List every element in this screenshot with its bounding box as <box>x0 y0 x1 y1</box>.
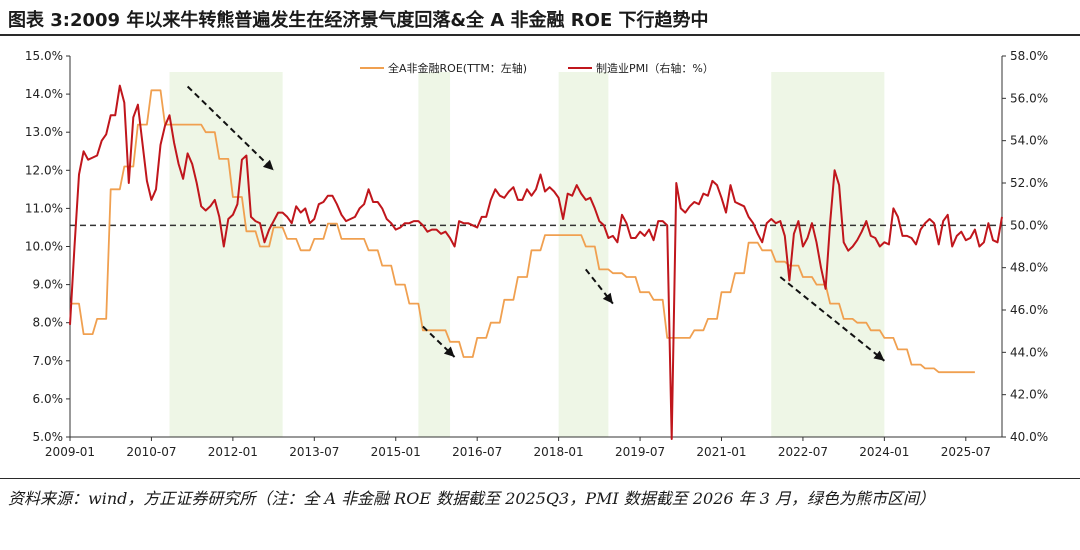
source-note: 资料来源：wind，方正证券研究所（注：全 A 非金融 ROE 数据截至 202… <box>8 489 936 508</box>
bear-period-shade <box>418 72 451 437</box>
y-left-tick-label: 5.0% <box>33 430 64 444</box>
y-left-tick-label: 15.0% <box>25 49 63 63</box>
x-tick-label: 2025-07 <box>941 445 991 459</box>
trend-arrow-head <box>602 292 613 304</box>
chart-title: 图表 3:2009 年以来牛转熊普遍发生在经济景气度回落&全 A 非金融 ROE… <box>8 10 709 31</box>
bear-market-shading <box>169 72 885 437</box>
y-right-tick-label: 54.0% <box>1010 134 1048 148</box>
y-axis-right: 40.0% 42.0% 44.0% 46.0% 48.0% 50.0% 52.0% 54.0%… <box>1002 49 1048 444</box>
y-left-tick-label: 6.0% <box>33 392 64 406</box>
x-tick-label: 2010-07 <box>126 445 176 459</box>
y-right-tick-label: 52.0% <box>1010 176 1048 190</box>
y-axis-left: 5.0% 6.0% 7.0% 8.0% 9.0% 10.0% 11.0% 12.0% 13.0%… <box>25 49 70 444</box>
y-right-tick-label: 46.0% <box>1010 303 1048 317</box>
title-rule <box>0 34 1080 36</box>
x-tick-label: 2024-01 <box>859 445 909 459</box>
trend-arrow-head <box>873 350 885 361</box>
trend-arrow-line <box>584 268 614 305</box>
x-tick-label: 2021-01 <box>696 445 746 459</box>
y-left-tick-label: 11.0% <box>25 201 63 215</box>
trend-arrow-line <box>422 325 456 358</box>
x-tick-label: 2016-07 <box>452 445 502 459</box>
bear-period-shade <box>169 72 283 437</box>
trend-arrow-head <box>443 346 455 357</box>
x-tick-label: 2013-07 <box>289 445 339 459</box>
legend-pmi-label: 制造业PMI（右轴：%） <box>596 61 714 75</box>
trend-arrow-line <box>186 85 275 172</box>
y-right-tick-label: 42.0% <box>1010 388 1048 402</box>
y-left-tick-label: 7.0% <box>33 354 64 368</box>
chart-canvas: 5.0% 6.0% 7.0% 8.0% 9.0% 10.0% 11.0% 12.0% 13.0%… <box>25 49 1048 459</box>
trend-arrow-head <box>262 159 274 171</box>
x-tick-label: 2018-01 <box>534 445 584 459</box>
x-tick-label: 2009-01 <box>45 445 95 459</box>
x-tick-label: 2019-07 <box>615 445 665 459</box>
trend-arrow-line <box>779 276 885 362</box>
y-left-tick-label: 12.0% <box>25 163 63 177</box>
bear-period-shade <box>558 72 609 437</box>
y-right-tick-label: 44.0% <box>1010 345 1048 359</box>
y-left-tick-label: 10.0% <box>25 240 63 254</box>
trend-arrows <box>186 85 885 362</box>
y-right-tick-label: 58.0% <box>1010 49 1048 63</box>
y-left-tick-label: 14.0% <box>25 87 63 101</box>
x-tick-label: 2015-01 <box>371 445 421 459</box>
y-right-tick-label: 48.0% <box>1010 261 1048 275</box>
x-axis: 2009-01 2010-07 2012-01 2013-07 2015-01 2016-… <box>45 437 991 459</box>
pmi-series-line <box>69 84 1003 440</box>
footer-rule <box>0 478 1080 479</box>
legend-roe-label: 全A非金融ROE(TTM：左轴) <box>388 61 527 75</box>
y-right-tick-label: 56.0% <box>1010 91 1048 105</box>
y-left-tick-label: 9.0% <box>33 278 64 292</box>
y-left-tick-label: 13.0% <box>25 125 63 139</box>
y-right-tick-label: 40.0% <box>1010 430 1048 444</box>
legend: 全A非金融ROE(TTM：左轴) 制造业PMI（右轴：%） <box>360 61 714 75</box>
x-tick-label: 2022-07 <box>778 445 828 459</box>
series-lines <box>69 84 1003 440</box>
x-tick-label: 2012-01 <box>208 445 258 459</box>
roe-series-line <box>70 89 975 374</box>
y-right-tick-label: 50.0% <box>1010 218 1048 232</box>
y-left-tick-label: 8.0% <box>33 316 64 330</box>
